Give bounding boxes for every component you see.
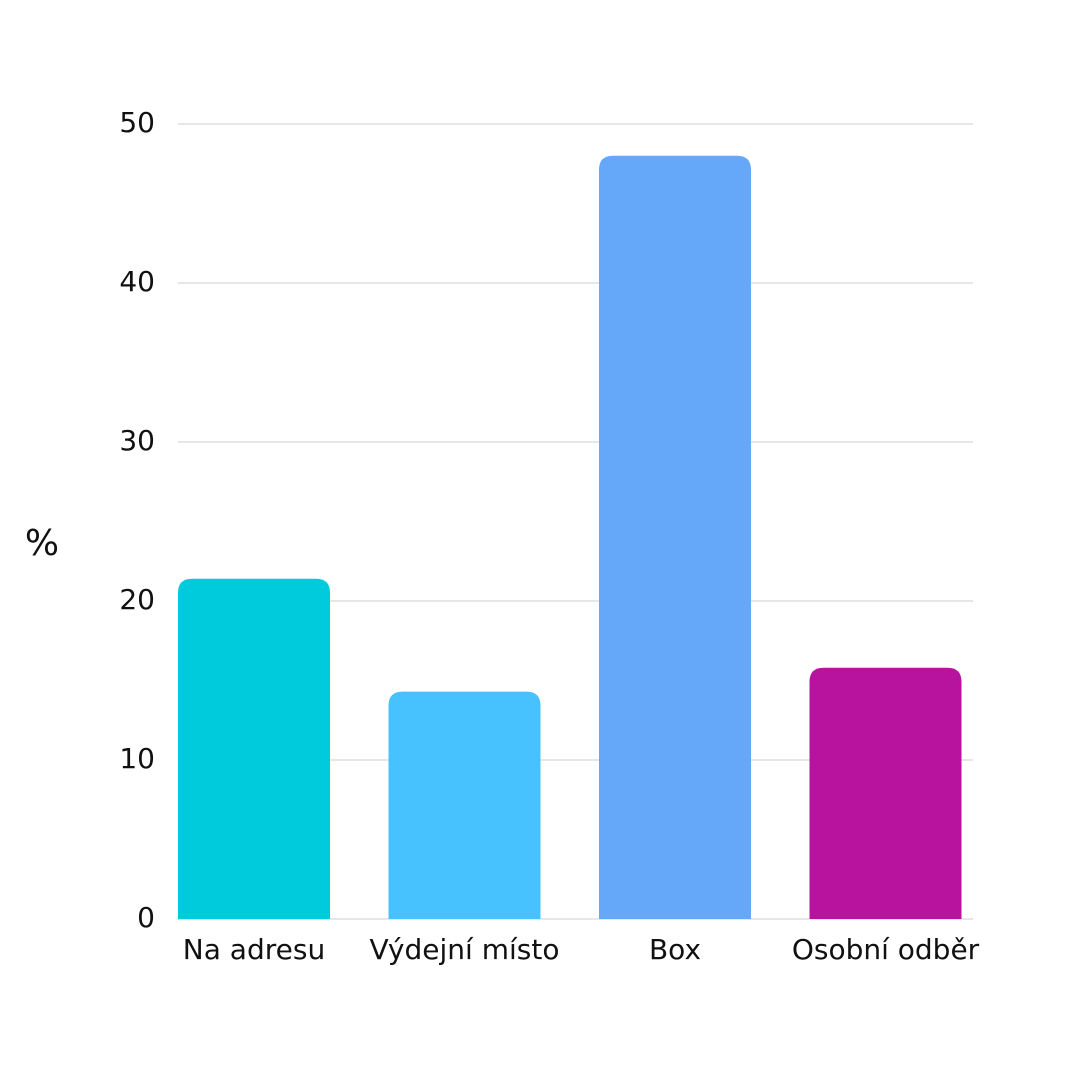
y-tick-label: 40 [119, 265, 155, 298]
y-tick-label: 0 [137, 901, 155, 934]
y-axis-label: % [25, 523, 59, 564]
x-tick-label: Výdejní místo [370, 933, 560, 966]
y-tick-label: 30 [119, 424, 155, 457]
bar [388, 691, 541, 919]
y-tick-label: 50 [119, 106, 155, 139]
x-tick-label: Osobní odběr [792, 933, 980, 966]
bar [809, 667, 962, 919]
bar [178, 578, 330, 919]
y-tick-label: 20 [119, 583, 155, 616]
bar [599, 155, 751, 920]
x-tick-label: Box [649, 933, 701, 966]
x-tick-label: Na adresu [183, 933, 325, 966]
y-tick-label: 10 [119, 742, 155, 775]
